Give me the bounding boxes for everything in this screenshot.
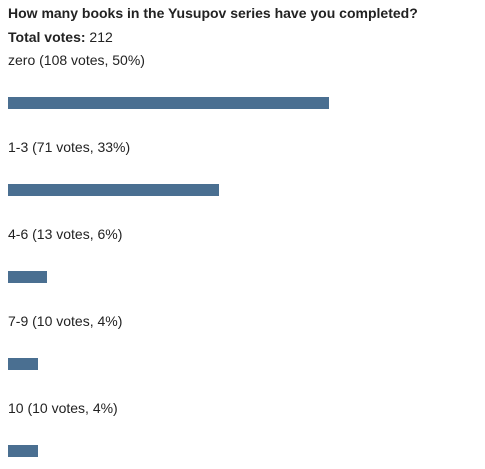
option-label: 7-9 (10 votes, 4%): [8, 313, 123, 329]
option-bar: [8, 184, 219, 196]
option-label: zero (108 votes, 50%): [8, 52, 145, 68]
option-label: 10 (10 votes, 4%): [8, 400, 118, 416]
option-bar: [8, 97, 329, 109]
option-bar: [8, 271, 47, 283]
option-label: 4-6 (13 votes, 6%): [8, 226, 123, 242]
total-value: 212: [89, 29, 113, 45]
option-bar: [8, 445, 38, 457]
poll-title: How many books in the Yusupov series hav…: [8, 5, 418, 21]
option-label: 1-3 (71 votes, 33%): [8, 139, 131, 155]
total-line: Total votes: 212: [8, 28, 113, 46]
total-label: Total votes:: [8, 29, 86, 45]
option-bar: [8, 358, 38, 370]
